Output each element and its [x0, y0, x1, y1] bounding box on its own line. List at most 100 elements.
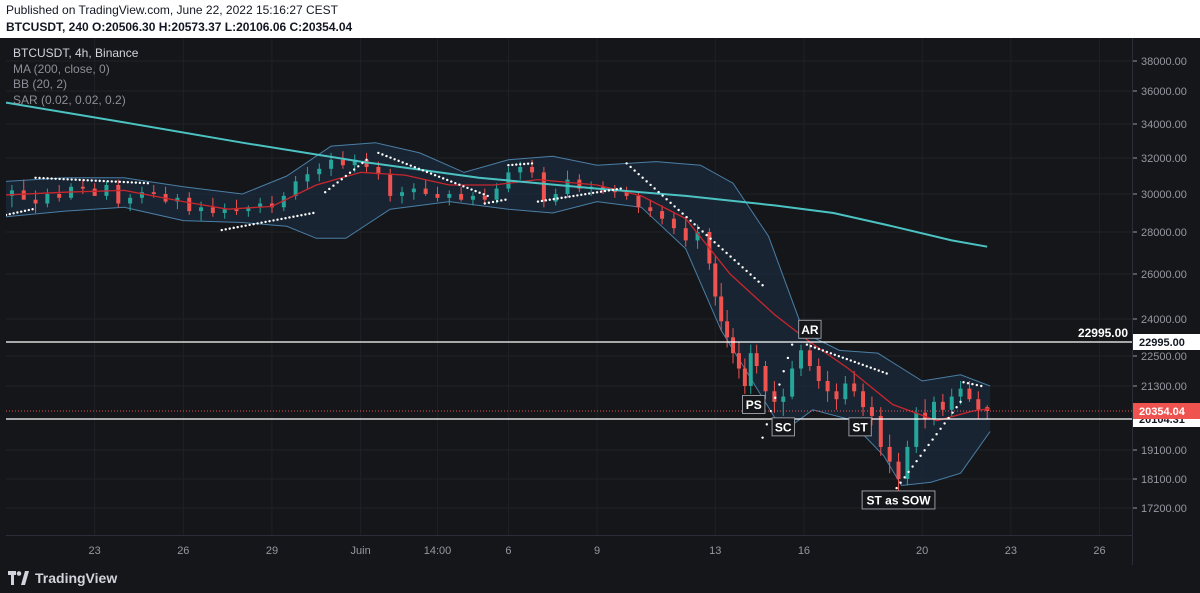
level-tag-resistance: 22995.00 [1133, 334, 1200, 350]
time-tick-label: Juin [351, 545, 371, 557]
sar-dot [813, 346, 817, 349]
sar-dot [70, 178, 73, 181]
plot-area[interactable]: 22995.00 AR PS SC ST ST as SOW [4, 38, 1132, 535]
sar-dot [951, 411, 954, 414]
sar-dot [483, 202, 486, 205]
sar-dot [959, 400, 962, 404]
sar-dot [62, 177, 65, 181]
sar-dot [441, 177, 445, 180]
sar-dot [118, 180, 121, 184]
sar-dot [90, 179, 93, 182]
sar-dot [749, 273, 752, 276]
sar-dot [304, 213, 307, 216]
sar-dot [881, 370, 884, 374]
sar-dot [833, 353, 837, 356]
candle-body [470, 195, 475, 200]
sar-dot [895, 486, 898, 490]
chart-panel[interactable]: 22995.00 AR PS SC ST ST as SOW BTCUSDT, 4h, B… [0, 38, 1200, 565]
sar-dot [340, 178, 343, 181]
sar-dot [849, 359, 852, 362]
sar-dot [673, 205, 676, 208]
candle-body [293, 181, 298, 196]
price-chart[interactable]: 22995.00 AR PS SC ST ST as SOW [4, 38, 1132, 535]
time-axis-scale[interactable]: 23 26 29 Juin 14:00 6 9 13 16 20 23 26 [6, 536, 1132, 566]
sar-dot [425, 170, 429, 174]
sar-dot [966, 381, 970, 385]
sar-dot [669, 201, 672, 205]
sar-dot [587, 192, 591, 195]
candle-body [305, 174, 310, 182]
sar-dot [474, 189, 477, 193]
sar-dot [903, 476, 906, 479]
sar-dot [939, 427, 942, 431]
sar-dot [782, 370, 785, 373]
sar-dot [328, 187, 331, 191]
sar-dot [911, 465, 914, 468]
time-tick-label: 26 [177, 545, 189, 557]
legend-bb[interactable]: BB (20, 2) [13, 77, 68, 91]
sar-dot [272, 219, 275, 222]
sar-dot [244, 224, 247, 227]
candle-body [459, 194, 464, 200]
sar-dot [74, 178, 77, 181]
tradingview-brand-text: TradingView [35, 570, 118, 586]
candle-body [435, 194, 440, 198]
sar-dot [907, 470, 910, 474]
sar-dot [741, 266, 744, 269]
sar-dot [556, 197, 559, 200]
price-axis-scale[interactable]: 38000.00 36000.00 34000.00 32000.00 30000.00… [1133, 38, 1200, 565]
candle-body [931, 401, 936, 420]
bb-upper-band [5, 142, 991, 387]
sar-dot [857, 362, 860, 365]
sar-dot [86, 179, 89, 182]
sar-dot [568, 195, 571, 198]
sar-dot [240, 225, 243, 228]
price-tick-label: 36000.00 [1141, 86, 1187, 98]
candle-body [423, 188, 428, 194]
time-axis[interactable]: 23 26 29 Juin 14:00 6 9 13 16 20 23 26 [6, 535, 1132, 566]
candle-body [878, 415, 883, 447]
sar-dot [725, 251, 728, 255]
sar-dot [729, 255, 732, 258]
sar-dot [348, 171, 352, 174]
sar-dot [515, 163, 518, 166]
legend-sar[interactable]: SAR (0.02, 0.02, 0.2) [13, 92, 126, 107]
sar-dot [401, 161, 404, 164]
candle-body [725, 321, 730, 338]
tradingview-logo[interactable]: TradingView [8, 570, 117, 586]
candle-body [317, 168, 322, 175]
sar-dot [629, 165, 632, 169]
sar-dot [915, 459, 918, 463]
legend-symbol[interactable]: BTCUSDT, 4h, Binance [13, 46, 139, 60]
sar-dot [23, 209, 27, 213]
candle-body [671, 218, 676, 229]
sar-dot [78, 178, 81, 182]
tradingview-logo-icon [8, 571, 29, 585]
sar-dot [927, 443, 930, 447]
sar-dot [899, 481, 902, 484]
price-tick-label: 38000.00 [1141, 56, 1187, 68]
candle-body [748, 353, 753, 386]
candle-body [798, 350, 803, 369]
candle-body [199, 207, 204, 212]
price-axis[interactable]: 38000.00 36000.00 34000.00 32000.00 30000.00… [1132, 38, 1200, 565]
candle-body [340, 159, 345, 166]
sar-dot [397, 159, 400, 163]
sar-dot [544, 199, 548, 202]
sar-dot [774, 396, 777, 400]
candle-body [553, 194, 558, 202]
sar-dot [504, 198, 507, 201]
sar-dot [8, 212, 11, 216]
sar-dot [450, 180, 453, 183]
sar-dot [381, 153, 384, 156]
sar-dot [653, 187, 656, 190]
sar-dot [584, 192, 587, 196]
sar-dot [323, 191, 327, 194]
annotation-label: ST as SOW [861, 490, 936, 510]
sar-dot [526, 162, 530, 165]
sar-dot [733, 258, 736, 262]
candle-body [376, 167, 381, 175]
sar-dot [138, 181, 142, 185]
sar-dot [466, 186, 469, 190]
legend-ma[interactable]: MA (200, close, 0) [13, 61, 110, 76]
